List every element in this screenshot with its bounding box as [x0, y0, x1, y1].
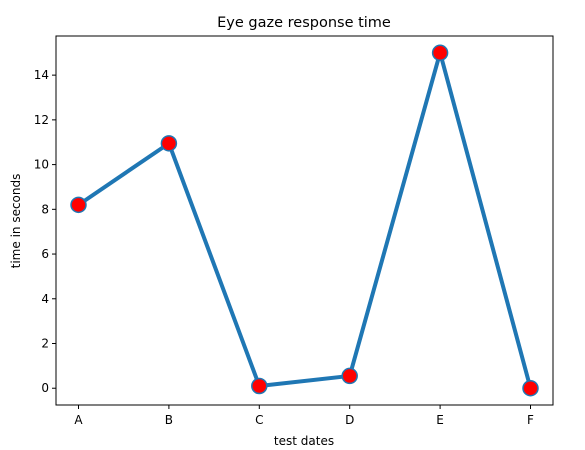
- y-tick-label: 8: [41, 202, 49, 216]
- y-tick-label: 14: [34, 68, 49, 82]
- data-point: [341, 367, 358, 385]
- chart-title: Eye gaze response time: [217, 15, 391, 31]
- x-axis: A B C D E F: [74, 405, 534, 427]
- data-point: [522, 379, 539, 397]
- y-axis: 0 2 4 6 8 10 12 14: [34, 68, 56, 395]
- x-tick-label: E: [436, 413, 444, 427]
- data-point: [251, 377, 268, 395]
- data-point: [70, 196, 87, 214]
- plot-frame: [55, 35, 554, 406]
- y-tick-label: 0: [41, 381, 49, 395]
- data-point: [431, 44, 449, 62]
- x-tick-label: D: [345, 413, 354, 427]
- data-markers: [70, 44, 539, 397]
- x-axis-label: test dates: [274, 434, 334, 448]
- x-tick-label: F: [527, 413, 534, 427]
- x-tick-label: B: [165, 413, 173, 427]
- series-line: [76, 50, 533, 391]
- plot-area: [55, 35, 554, 406]
- data-point: [160, 135, 178, 152]
- y-tick-label: 6: [41, 247, 49, 261]
- y-tick-label: 12: [34, 113, 49, 127]
- y-axis-label: time in seconds: [9, 174, 23, 269]
- series-line-group: [76, 50, 533, 391]
- x-tick-label: C: [255, 413, 263, 427]
- y-tick-label: 4: [41, 292, 49, 306]
- y-tick-label: 10: [34, 158, 49, 172]
- y-tick-label: 2: [41, 337, 49, 351]
- x-tick-label: A: [74, 413, 83, 427]
